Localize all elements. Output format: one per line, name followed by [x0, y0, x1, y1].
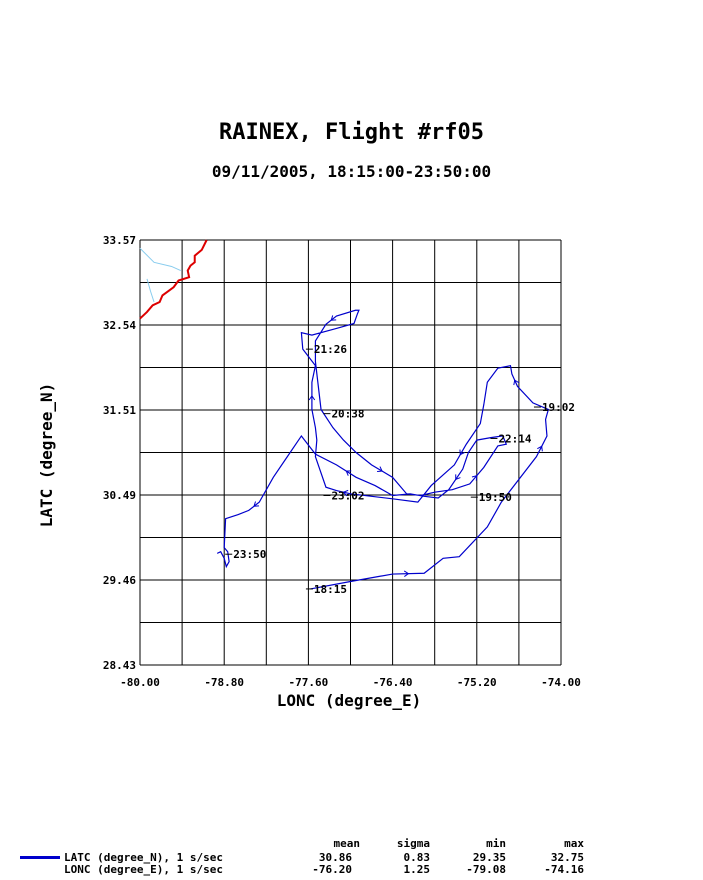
- direction-arrow: [471, 474, 478, 481]
- lat-sigma: 0.83: [403, 851, 431, 864]
- lon-min: -79.08: [466, 863, 506, 876]
- direction-arrow: [377, 466, 383, 472]
- direction-arrow: [330, 315, 337, 321]
- x-tick-label: -76.40: [373, 676, 413, 689]
- chart-subtitle: 09/11/2005, 18:15:00-23:50:00: [211, 162, 492, 181]
- direction-arrow: [403, 570, 410, 577]
- legend-row-lat-label: LATC (degree_N), 1 s/sec: [64, 851, 223, 864]
- lat-max: 32.75: [550, 851, 584, 864]
- time-label: 21:26: [314, 343, 347, 356]
- time-label: 18:15: [314, 583, 347, 596]
- chart-title: RAINEX, Flight #rf05: [219, 120, 484, 145]
- direction-arrow: [342, 489, 349, 497]
- track-line: [216, 309, 550, 590]
- x-tick-label: -78.80: [204, 676, 244, 689]
- time-label: 19:02: [542, 401, 575, 414]
- plot-area: -80.00 -78.80 -77.60 -76.40 -75.20 -74.00 28.4…: [37, 234, 581, 710]
- lon-sigma: 1.25: [403, 863, 431, 876]
- direction-arrow: [513, 379, 520, 386]
- y-axis-label: LATC (degree_N): [37, 383, 56, 528]
- time-labels: 18:15 19:02 19:50 20:38 21:26 22:14 23:02 23:50: [225, 343, 575, 596]
- y-tick-label: 28.43: [103, 659, 136, 672]
- coastline: [139, 239, 208, 320]
- legend-row-lon-label: LONC (degree_E), 1 s/sec: [64, 863, 223, 876]
- lon-max: -74.16: [544, 863, 584, 876]
- y-tick-label: 31.51: [103, 404, 136, 417]
- grid: [139, 239, 562, 666]
- lat-min: 29.35: [472, 851, 506, 864]
- header-mean: mean: [333, 837, 361, 850]
- x-tick-label: -75.20: [457, 676, 497, 689]
- time-label: 22:14: [498, 432, 531, 445]
- direction-arrow: [345, 470, 352, 476]
- time-label: 19:50: [479, 491, 512, 504]
- header-sigma: sigma: [396, 837, 430, 850]
- direction-arrow: [459, 449, 466, 456]
- legend-line-swatch: [20, 856, 60, 859]
- river-line: [146, 278, 155, 303]
- y-tick-label: 29.46: [103, 574, 136, 587]
- y-tick-label: 30.49: [103, 489, 136, 502]
- x-tick-label: -77.60: [289, 676, 329, 689]
- flight-track: [216, 309, 550, 590]
- legend-stats: mean sigma min max LATC (degree_N), 1 s/…: [0, 835, 703, 880]
- direction-arrow: [253, 501, 260, 507]
- lon-mean: -76.20: [312, 863, 352, 876]
- x-tick-label: -74.00: [541, 676, 581, 689]
- x-axis-label: LONC (degree_E): [277, 691, 422, 710]
- direction-arrow: [455, 474, 461, 481]
- state-border: [139, 247, 181, 272]
- x-tick-label: -80.00: [120, 676, 160, 689]
- lat-mean: 30.86: [318, 851, 352, 864]
- time-label: 23:02: [331, 489, 364, 502]
- direction-arrow: [537, 445, 543, 452]
- axis-ticks: -80.00 -78.80 -77.60 -76.40 -75.20 -74.00 28.4…: [103, 234, 581, 689]
- y-tick-label: 33.57: [103, 234, 136, 247]
- header-min: min: [486, 837, 506, 850]
- header-max: max: [564, 837, 584, 850]
- coastline-map: [139, 239, 208, 320]
- direction-arrow: [308, 394, 316, 401]
- time-label: 20:38: [331, 408, 364, 421]
- y-tick-label: 32.54: [103, 319, 136, 332]
- time-label: 23:50: [233, 548, 266, 561]
